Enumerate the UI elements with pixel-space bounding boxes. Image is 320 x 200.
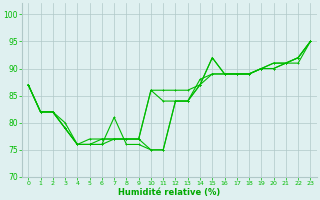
X-axis label: Humidité relative (%): Humidité relative (%) [118,188,220,197]
